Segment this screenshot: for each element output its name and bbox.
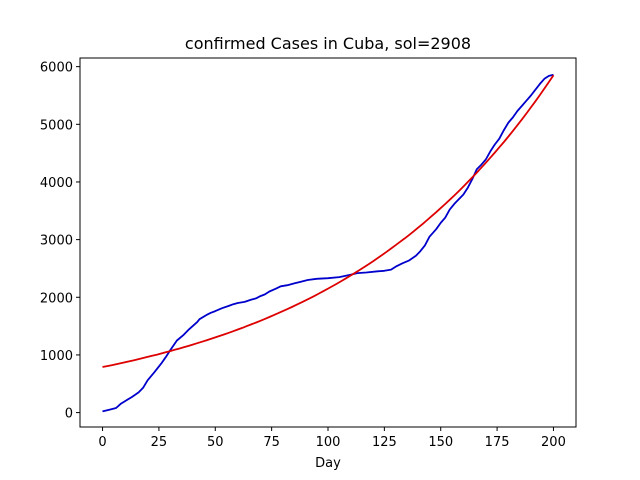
x-tick-label: 175	[485, 435, 510, 450]
fit-curve-line	[102, 74, 555, 368]
y-axis: 0 1000 2000 3000 4000 5000 6000	[40, 61, 80, 422]
x-tick-label: 50	[207, 435, 224, 450]
x-axis-label: Day	[315, 456, 341, 471]
x-tick-label: 150	[428, 435, 453, 450]
x-tick-label: 0	[98, 435, 106, 450]
y-tick-label: 1000	[40, 349, 73, 364]
confirmed-cases-line	[102, 73, 554, 413]
y-tick-label: 6000	[40, 61, 73, 76]
x-axis: 0 25 50 75 100 125 150 175 200	[98, 427, 566, 450]
chart-title: confirmed Cases in Cuba, sol=2908	[185, 34, 471, 53]
x-tick-label: 200	[541, 435, 566, 450]
y-tick-label: 2000	[40, 291, 73, 306]
y-tick-label: 3000	[40, 234, 73, 249]
x-tick-label: 75	[263, 435, 280, 450]
x-tick-label: 125	[372, 435, 397, 450]
x-tick-label: 25	[151, 435, 168, 450]
x-tick-label: 100	[316, 435, 341, 450]
y-tick-label: 4000	[40, 176, 73, 191]
y-tick-label: 0	[65, 407, 73, 422]
series-layer	[102, 73, 555, 413]
y-tick-label: 5000	[40, 118, 73, 133]
